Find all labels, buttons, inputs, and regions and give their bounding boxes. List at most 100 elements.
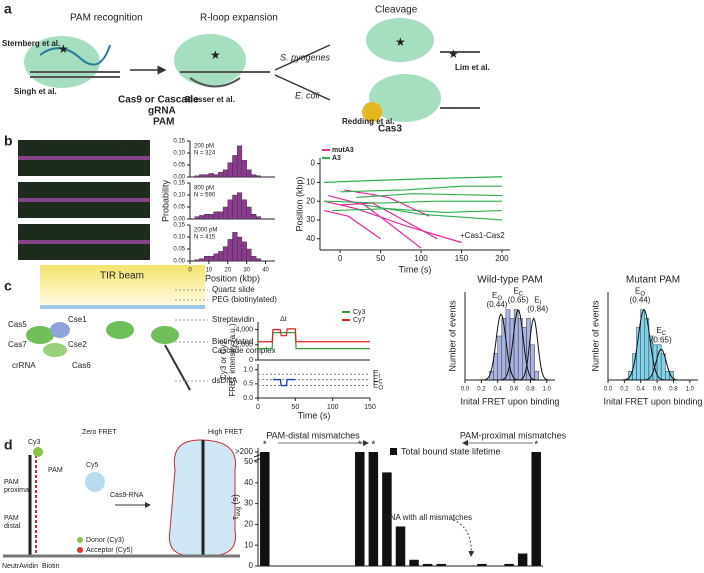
line — [272, 378, 296, 387]
reference: Sternberg et al. — [2, 39, 60, 48]
star: ★ — [395, 35, 406, 49]
x-tick-label: 0 — [188, 268, 192, 274]
legend-text: Cas9 or Cascade — [118, 95, 199, 106]
fit-value: (0.44) — [630, 296, 651, 305]
symbol: E — [534, 296, 539, 305]
y-tick-label: 10 — [244, 540, 253, 549]
signal — [18, 198, 150, 202]
fit-value: (0.65) — [651, 335, 672, 344]
trace — [364, 204, 502, 221]
x-tick-label: 0.4 — [494, 387, 503, 393]
x-axis-label: Position (kbp) — [205, 273, 260, 283]
arrow — [452, 519, 475, 557]
scale-bar: 4 µm — [22, 227, 38, 234]
legend-entry: A3 — [332, 155, 341, 162]
subscript: C — [519, 291, 524, 297]
reference: Lim et al. — [455, 63, 490, 72]
y-axis-label: Position (kbp) — [294, 176, 304, 231]
bar — [218, 211, 224, 220]
concentration: 200 pM — [123, 143, 147, 150]
x-tick-label: 200 — [495, 254, 509, 263]
bar — [251, 174, 257, 178]
donor — [33, 447, 43, 457]
step-title: Cleavage — [375, 5, 418, 16]
arrow — [274, 44, 331, 101]
subunit-label: Cas7 — [8, 340, 27, 349]
bar — [203, 174, 210, 178]
bar — [199, 258, 205, 262]
subscript: I — [540, 300, 542, 306]
y-tick-label: 4,000 — [235, 326, 253, 333]
bar — [241, 159, 247, 178]
significance: * — [358, 440, 362, 451]
significance: * — [263, 440, 267, 451]
chart-subtitle: N = 324 — [194, 151, 216, 157]
line — [258, 328, 370, 343]
y-tick-label: 0.00 — [173, 259, 185, 265]
legend-swatch — [390, 448, 397, 455]
chart-title: Mutant PAM — [626, 275, 680, 286]
y-tick-label: 30 — [306, 215, 315, 224]
x-axis-label: Inital FRET upon binding — [604, 396, 703, 406]
grna — [39, 44, 111, 66]
panel-label: c — [4, 278, 12, 294]
legend-entry: mutA3 — [332, 147, 354, 154]
symbol: E — [373, 381, 378, 390]
bar — [227, 199, 233, 220]
scale-bar: 4 µm — [22, 185, 38, 192]
bar — [241, 241, 247, 262]
annotation: DNA with all mismatches — [384, 513, 472, 522]
dna — [164, 344, 191, 391]
bar — [222, 246, 228, 262]
legend-entry: Cy7 — [353, 317, 366, 324]
unit: (s) — [230, 494, 240, 505]
bar — [232, 155, 238, 178]
bar — [237, 145, 243, 178]
panel-label: b — [4, 133, 13, 149]
bar — [213, 253, 219, 262]
fit-label: EO — [492, 291, 502, 301]
diagram-label: PAM — [4, 515, 19, 522]
bar — [665, 370, 670, 381]
bar — [246, 248, 252, 262]
bar — [237, 192, 243, 220]
legend-text: PAM — [153, 117, 174, 128]
concentration: 2000 pM — [119, 227, 146, 234]
bar — [208, 173, 214, 178]
y-tick-label: 0.15 — [173, 139, 185, 145]
x-tick-label: 150 — [364, 404, 376, 411]
x-axis-label: Time (s) — [399, 264, 432, 274]
star: ★ — [448, 47, 459, 61]
y-axis-label: Probability — [160, 179, 170, 222]
line — [258, 332, 370, 350]
panel-d-schematic — [3, 439, 240, 558]
trace — [324, 176, 502, 184]
signal — [18, 156, 150, 160]
y-axis-label: FRET intensity (a.u.) — [228, 323, 237, 397]
y-tick-label: 0 — [249, 357, 253, 364]
level-label: EC — [373, 375, 383, 385]
bar — [530, 344, 535, 381]
subscript: C — [378, 379, 383, 385]
subunit — [26, 326, 54, 344]
bar — [218, 251, 224, 262]
cas-blob — [24, 36, 100, 88]
cas-blob — [369, 74, 441, 122]
cas3-label: Cas3 — [378, 124, 402, 135]
reference: Redding et al. — [342, 117, 394, 126]
y-tick-label: >200 — [235, 447, 254, 456]
bar — [241, 199, 247, 220]
subscript: O — [378, 385, 383, 391]
bar — [222, 206, 228, 220]
bar — [208, 213, 214, 220]
bar — [640, 309, 646, 381]
cas3 — [362, 102, 382, 122]
reference: Singh et al. — [14, 87, 57, 96]
y-tick-label: 50 — [244, 457, 253, 466]
y-tick-label: 1.0 — [243, 367, 253, 374]
subscript: I — [378, 374, 380, 380]
bar — [260, 452, 270, 566]
y-tick-label: 0 — [249, 561, 254, 570]
fit-value: (0.84) — [527, 305, 548, 314]
bar — [237, 236, 243, 262]
